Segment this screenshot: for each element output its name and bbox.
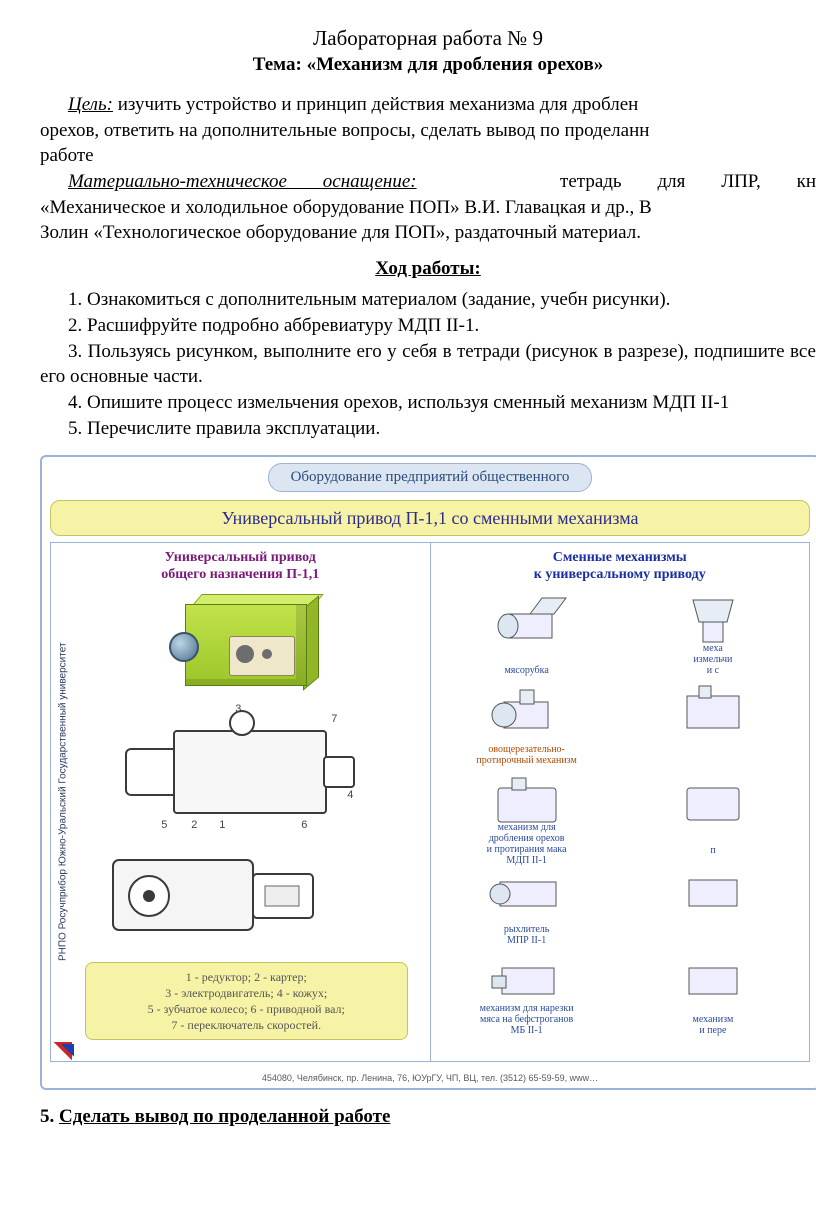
topic-line: Тема: «Механизм для дробления орехов» — [40, 52, 816, 78]
part-mb: механизм для нарезки мяса на бефстрогано… — [437, 950, 617, 1036]
work-item-5: 5. Перечислите правила эксплуатации. — [40, 416, 816, 442]
diagram-right-col: Сменные механизмы к универсальному приво… — [430, 542, 811, 1062]
part-label-8: механизм для нарезки мяса на бефстрогано… — [437, 1003, 617, 1036]
goal-label: Цель: — [68, 94, 113, 115]
part-label-9: механизм и пере — [623, 1014, 803, 1036]
part-label-6: рыхлитель МПР II-1 — [437, 924, 617, 946]
diagram-left-col: РНПО Росучприбор Южно-Уральский Государс… — [50, 542, 430, 1062]
topic-label: Тема: — [253, 54, 307, 75]
work-item-4: 4. Опишите процесс измельчения орехов, и… — [40, 390, 816, 416]
goal-text1: изучить устройство и принцип действия ме… — [113, 94, 638, 115]
goal-para: Цель: изучить устройство и принцип дейст… — [40, 92, 816, 118]
final-text: Сделать вывод по проделанной работе — [59, 1106, 390, 1127]
left-title-l1: Универсальный привод — [165, 550, 316, 565]
machine-side-view — [85, 838, 345, 948]
diagram-footer-caption: 454080, Челябинск, пр. Ленина, 76, ЮУрГУ… — [42, 1070, 816, 1088]
rnpo-logo-icon — [59, 1029, 85, 1055]
part-rykhl: рыхлитель МПР II-1 — [437, 860, 617, 946]
part-label-0: мясорубка — [437, 665, 617, 676]
work-item-2: 2. Расшифруйте подробно аббревиатуру МДП… — [40, 313, 816, 339]
part-izmel: меха измельчи и с — [623, 590, 803, 676]
legend-box: 1 - редуктор; 2 - картер; 3 - электродви… — [85, 962, 408, 1041]
work-item-1: 1. Ознакомиться с дополнительным материа… — [40, 287, 816, 313]
diagram-tab-header: Оборудование предприятий общественного — [42, 457, 816, 493]
equip-line2: «Механическое и холодильное оборудование… — [40, 195, 816, 221]
num-4: 4 — [347, 788, 353, 803]
right-title-l1: Сменные механизмы — [553, 550, 687, 565]
part-pere: механизм и пере — [623, 950, 803, 1036]
parts-grid: мясорубка меха измельчи и с овощерезател… — [437, 590, 804, 1036]
part-label-2: овощерезательно- протирочный механизм — [437, 744, 617, 766]
part-label-5: п — [623, 845, 803, 856]
machine-cross-section: 3 7 4 6 1 2 5 — [125, 702, 355, 832]
part-mdp: механизм для дробления орехов и протиран… — [437, 770, 617, 866]
equip-label: Материально-техническое оснащение: — [68, 171, 417, 192]
diagram-tab-pill: Оборудование предприятий общественного — [268, 463, 593, 491]
part-blank1 — [623, 680, 803, 766]
part-p: п — [623, 770, 803, 856]
topic-value: «Механизм для дробления орехов» — [307, 54, 604, 75]
part-label-1: меха измельчи и с — [623, 643, 803, 676]
goal-line3: работе — [40, 143, 816, 169]
lab-title: Лабораторная работа № 9 — [40, 24, 816, 52]
equip-line3: Золин «Технологическое оборудование для … — [40, 220, 816, 246]
goal-line2: орехов, ответить на дополнительные вопро… — [40, 118, 816, 144]
diagram-container: Оборудование предприятий общественного У… — [40, 455, 816, 1090]
final-line: 5. Сделать вывод по проделанной работе — [40, 1104, 816, 1130]
left-vertical-caption-strip: РНПО Росучприбор Южно-Уральский Государс… — [55, 553, 71, 1051]
right-title: Сменные механизмы к универсальному приво… — [437, 549, 804, 584]
left-title: Универсальный привод общего назначения П… — [57, 549, 424, 584]
left-vertical-caption: РНПО Росучприбор Южно-Уральский Государс… — [56, 643, 70, 962]
part-blank2 — [623, 860, 803, 946]
green-machine-illustration — [155, 594, 325, 694]
num-2: 2 — [191, 818, 197, 833]
equip-rest1: тетрадь для ЛПР, кн — [560, 171, 816, 192]
num-6: 6 — [301, 818, 307, 833]
num-7: 7 — [331, 712, 337, 727]
work-item-3: 3. Пользуясь рисунком, выполните его у с… — [40, 339, 816, 390]
num-1: 1 — [219, 818, 225, 833]
part-ovoshch: овощерезательно- протирочный механизм — [437, 680, 617, 766]
right-title-l2: к универсальному приводу — [534, 567, 706, 582]
left-title-l2: общего назначения П-1,1 — [161, 567, 319, 582]
num-5: 5 — [161, 818, 167, 833]
work-heading: Ход работы: — [40, 256, 816, 282]
diagram-yellow-band: Универсальный привод П-1,1 со сменными м… — [50, 500, 810, 536]
equip-para: Материально-техническое оснащение: тетра… — [40, 169, 816, 195]
final-num: 5. — [40, 1106, 59, 1127]
num-3: 3 — [235, 702, 241, 717]
part-myasorubka: мясорубка — [437, 590, 617, 676]
